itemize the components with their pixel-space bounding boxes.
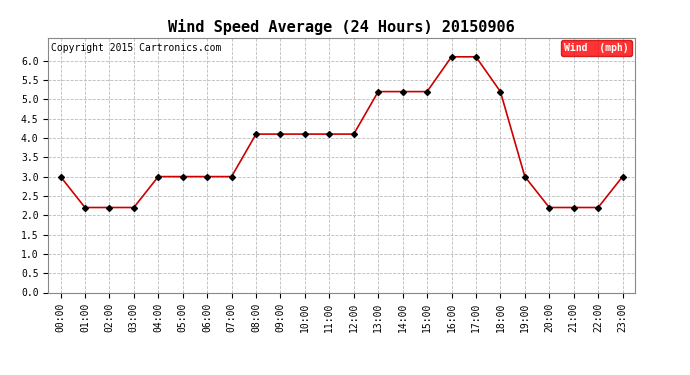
Title: Wind Speed Average (24 Hours) 20150906: Wind Speed Average (24 Hours) 20150906 <box>168 19 515 35</box>
Legend: Wind  (mph): Wind (mph) <box>562 40 632 56</box>
Text: Copyright 2015 Cartronics.com: Copyright 2015 Cartronics.com <box>51 43 221 52</box>
